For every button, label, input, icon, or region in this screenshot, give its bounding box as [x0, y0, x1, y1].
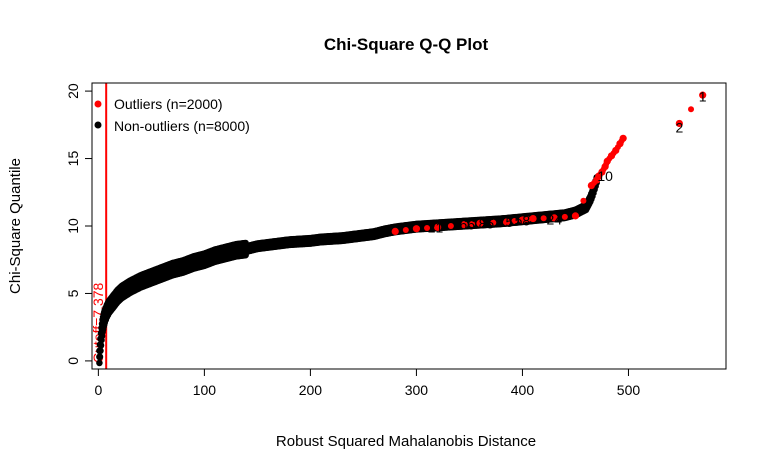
- data-point-outlier: [550, 214, 558, 222]
- data-point-outlier: [606, 155, 613, 162]
- data-point-outlier: [571, 212, 580, 220]
- y-tick-label: 15: [65, 151, 81, 167]
- data-point-outlier: [469, 220, 476, 227]
- data-point-outlier: [597, 171, 604, 178]
- point-label: 85: [479, 215, 495, 231]
- data-point-outlier: [434, 223, 442, 231]
- point-label: 58: [515, 213, 531, 229]
- data-point-nonoutlier: [97, 342, 105, 349]
- x-tick-label: 300: [405, 382, 429, 398]
- x-axis-label: Robust Squared Mahalanobis Distance: [276, 433, 536, 450]
- data-point-nonoutlier: [97, 347, 104, 355]
- point-label: 2: [675, 120, 683, 136]
- data-point-nonoutlier: [96, 359, 103, 367]
- data-point-outlier: [476, 219, 484, 227]
- x-tick-label: 200: [299, 382, 323, 398]
- legend-label-nonoutliers: Non-outliers (n=8000): [114, 118, 250, 134]
- legend-marker-nonoutliers: [94, 121, 102, 129]
- data-point-outlier: [561, 213, 568, 220]
- data-point-outlier: [490, 219, 497, 226]
- data-point-outlier: [518, 216, 527, 224]
- point-label: 1: [699, 88, 707, 104]
- y-tick-label: 20: [65, 83, 81, 99]
- data-point-outlier: [524, 216, 531, 223]
- data-point-outlier: [412, 225, 421, 233]
- x-tick-label: 400: [511, 382, 535, 398]
- x-axis: 0 100 200 300 400 500: [94, 368, 641, 398]
- data-point-outlier: [614, 144, 621, 151]
- x-tick-label: 0: [94, 382, 102, 398]
- data-point-outlier: [591, 179, 598, 186]
- data-point-outlier: [610, 150, 617, 157]
- point-label: 66: [460, 217, 476, 233]
- data-point-outlier: [580, 197, 587, 204]
- data-point-outlier: [391, 227, 399, 235]
- legend-marker-outliers: [94, 100, 102, 108]
- data-point-outlier: [402, 227, 409, 234]
- chart-title: Chi-Square Q-Q Plot: [324, 35, 489, 54]
- data-point-outlier: [600, 166, 607, 173]
- legend: Outliers (n=2000) Non-outliers (n=8000): [94, 96, 250, 134]
- y-tick-label: 10: [65, 218, 81, 234]
- data-point-outlier: [618, 138, 625, 145]
- data-point-outlier: [699, 91, 707, 99]
- data-point-outlier: [502, 218, 511, 226]
- y-tick-label: 5: [65, 289, 81, 297]
- data-point-outlier: [675, 119, 683, 128]
- point-label: 24: [546, 211, 562, 227]
- annotation-group: 21 66 85 75 58 24 10 21: [428, 88, 707, 235]
- data-point-outlier: [603, 160, 610, 167]
- point-label: 75: [498, 214, 514, 230]
- point-label: 10: [597, 168, 613, 184]
- x-tick-label: 100: [193, 382, 217, 398]
- y-tick-label: 0: [65, 357, 81, 365]
- point-label: 21: [428, 219, 444, 235]
- data-point-outlier: [424, 225, 431, 232]
- y-axis: 0 5 10 15 20: [65, 83, 93, 365]
- data-point-outlier: [447, 223, 454, 229]
- data-point-outlier: [460, 221, 468, 229]
- data-point-outlier: [529, 214, 537, 223]
- data-point-outlier: [511, 217, 518, 224]
- data-point-outlier: [540, 215, 547, 222]
- series-group: [96, 91, 707, 367]
- data-point-outlier: [688, 106, 695, 113]
- legend-label-outliers: Outliers (n=2000): [114, 96, 223, 112]
- data-point-nonoutlier: [96, 353, 104, 361]
- y-axis-label: Chi-Square Quantile: [7, 158, 24, 294]
- x-tick-label: 500: [617, 382, 641, 398]
